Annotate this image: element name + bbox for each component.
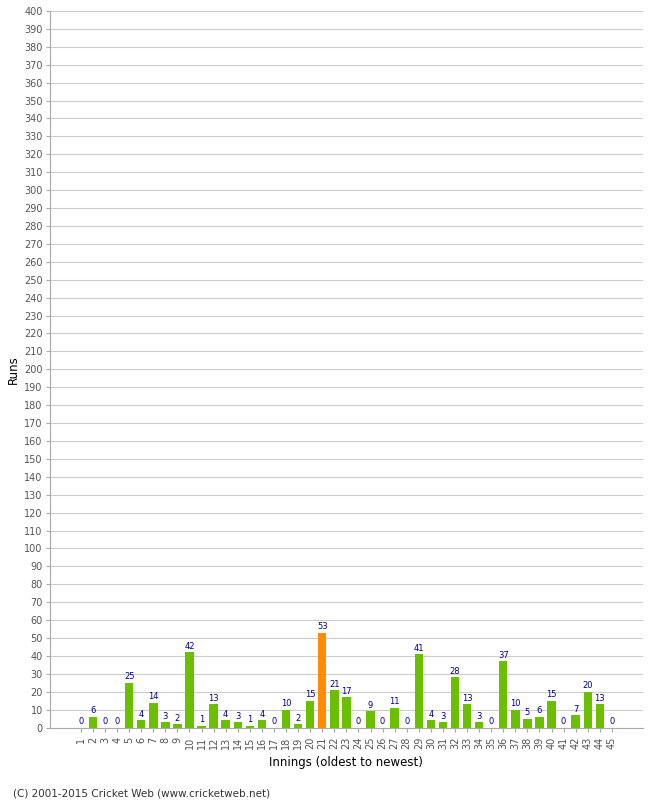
Text: 4: 4 [428,710,434,719]
Bar [209,704,218,727]
Text: 4: 4 [259,710,265,719]
Text: 0: 0 [489,717,494,726]
Y-axis label: Runs: Runs [7,355,20,384]
Bar [475,722,484,727]
Bar [342,697,350,727]
Text: 15: 15 [546,690,557,699]
Bar [499,662,508,727]
Text: 0: 0 [103,717,108,726]
Bar [88,717,97,727]
Bar [571,715,580,727]
Bar [149,702,157,727]
Bar [125,682,133,727]
Text: 42: 42 [184,642,195,651]
Text: 21: 21 [329,679,339,689]
Text: 0: 0 [271,717,277,726]
Text: 6: 6 [537,706,542,715]
Bar [463,704,471,727]
Text: 0: 0 [609,717,614,726]
Text: 13: 13 [595,694,605,703]
Text: 4: 4 [138,710,144,719]
Bar [257,721,266,727]
Text: 4: 4 [223,710,228,719]
Bar [161,722,170,727]
Text: 3: 3 [235,712,240,721]
Bar [426,721,435,727]
Bar [137,721,146,727]
Text: 9: 9 [368,701,373,710]
Bar [439,722,447,727]
Text: 13: 13 [462,694,473,703]
Bar [282,710,291,727]
Text: 0: 0 [404,717,410,726]
Text: 15: 15 [305,690,315,699]
Text: 20: 20 [582,682,593,690]
Bar [450,678,459,727]
Text: 0: 0 [380,717,385,726]
Text: 25: 25 [124,672,135,682]
Text: 0: 0 [114,717,120,726]
Bar [306,701,315,727]
Text: 2: 2 [175,714,180,722]
Bar [173,724,181,727]
Text: 37: 37 [498,651,508,660]
Bar [367,711,375,727]
Text: 0: 0 [356,717,361,726]
Text: 13: 13 [208,694,219,703]
Text: 11: 11 [389,698,400,706]
Bar [391,708,399,727]
Bar [511,710,519,727]
Bar [246,726,254,727]
Text: 2: 2 [296,714,301,722]
Text: 3: 3 [440,712,446,721]
Text: 10: 10 [281,699,291,708]
Text: 53: 53 [317,622,328,631]
Text: 7: 7 [573,705,578,714]
Bar [198,726,206,727]
Bar [233,722,242,727]
Bar [595,704,604,727]
Text: (C) 2001-2015 Cricket Web (www.cricketweb.net): (C) 2001-2015 Cricket Web (www.cricketwe… [13,788,270,798]
Bar [415,654,423,727]
Bar [185,652,194,727]
Text: 1: 1 [247,715,252,724]
Text: 14: 14 [148,692,159,701]
Bar [318,633,326,727]
Text: 10: 10 [510,699,521,708]
Text: 41: 41 [413,644,424,653]
Text: 3: 3 [476,712,482,721]
Text: 3: 3 [162,712,168,721]
Text: 17: 17 [341,686,352,696]
Bar [294,724,302,727]
Text: 5: 5 [525,708,530,717]
Bar [523,718,532,727]
Bar [330,690,339,727]
Bar [584,692,592,727]
Text: 28: 28 [450,667,460,676]
Text: 0: 0 [561,717,566,726]
Text: 1: 1 [199,715,204,724]
X-axis label: Innings (oldest to newest): Innings (oldest to newest) [270,756,423,769]
Text: 6: 6 [90,706,96,715]
Bar [535,717,543,727]
Bar [547,701,556,727]
Text: 0: 0 [78,717,83,726]
Bar [222,721,230,727]
